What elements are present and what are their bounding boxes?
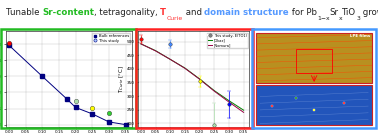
Line: Bulk references: Bulk references <box>8 44 127 126</box>
Text: grown by LPE: grown by LPE <box>360 8 378 17</box>
Bulk references <box>73 107 78 108</box>
Text: 3: 3 <box>356 16 360 21</box>
[Nomura] <box>139 43 143 45</box>
Y-axis label: T$_{Curie}$ [°C]: T$_{Curie}$ [°C] <box>117 65 125 93</box>
[Okaz] <box>241 109 246 111</box>
[Okaz] <box>183 67 187 69</box>
[Okaz] <box>139 43 143 45</box>
Bulk references <box>123 124 128 125</box>
Text: domain structure: domain structure <box>204 8 289 17</box>
[Nomura] <box>212 90 217 92</box>
[Okaz] <box>227 100 231 101</box>
Bulk references <box>65 99 70 100</box>
[Okaz] <box>168 59 172 60</box>
Text: 1−x: 1−x <box>317 16 330 21</box>
Bulk references <box>40 76 45 77</box>
[Okaz] <box>197 78 202 80</box>
[Nomura] <box>153 50 158 52</box>
[Nomura] <box>241 111 246 113</box>
Bar <box>256 85 372 125</box>
Text: T: T <box>160 8 166 17</box>
[Okaz] <box>153 50 158 51</box>
Text: Sr: Sr <box>330 8 339 17</box>
Text: LPE films: LPE films <box>350 34 370 38</box>
Text: and: and <box>183 8 204 17</box>
[Nomura] <box>197 78 202 80</box>
Text: Curie: Curie <box>166 16 183 21</box>
Bulk references <box>107 121 111 123</box>
Legend: This study, E(TO1), [Okaz], [Nomura]: This study, E(TO1), [Okaz], [Nomura] <box>207 33 248 48</box>
[Nomura] <box>168 59 172 60</box>
Text: Sr-content: Sr-content <box>42 8 94 17</box>
[Nomura] <box>227 101 231 103</box>
Text: for Pb: for Pb <box>289 8 317 17</box>
Line: [Nomura]: [Nomura] <box>141 44 243 112</box>
Text: x: x <box>339 16 342 21</box>
Line: [Okaz]: [Okaz] <box>141 44 243 110</box>
Legend: Bulk references, This study: Bulk references, This study <box>91 33 130 44</box>
Bar <box>256 33 372 83</box>
Text: TiO: TiO <box>342 8 356 17</box>
Text: Tunable: Tunable <box>6 8 42 17</box>
Bulk references <box>90 113 94 115</box>
Text: , tetragonality,: , tetragonality, <box>94 8 160 17</box>
[Nomura] <box>183 68 187 69</box>
[Okaz] <box>212 90 217 91</box>
Bar <box>296 49 332 73</box>
Bulk references <box>7 44 11 46</box>
